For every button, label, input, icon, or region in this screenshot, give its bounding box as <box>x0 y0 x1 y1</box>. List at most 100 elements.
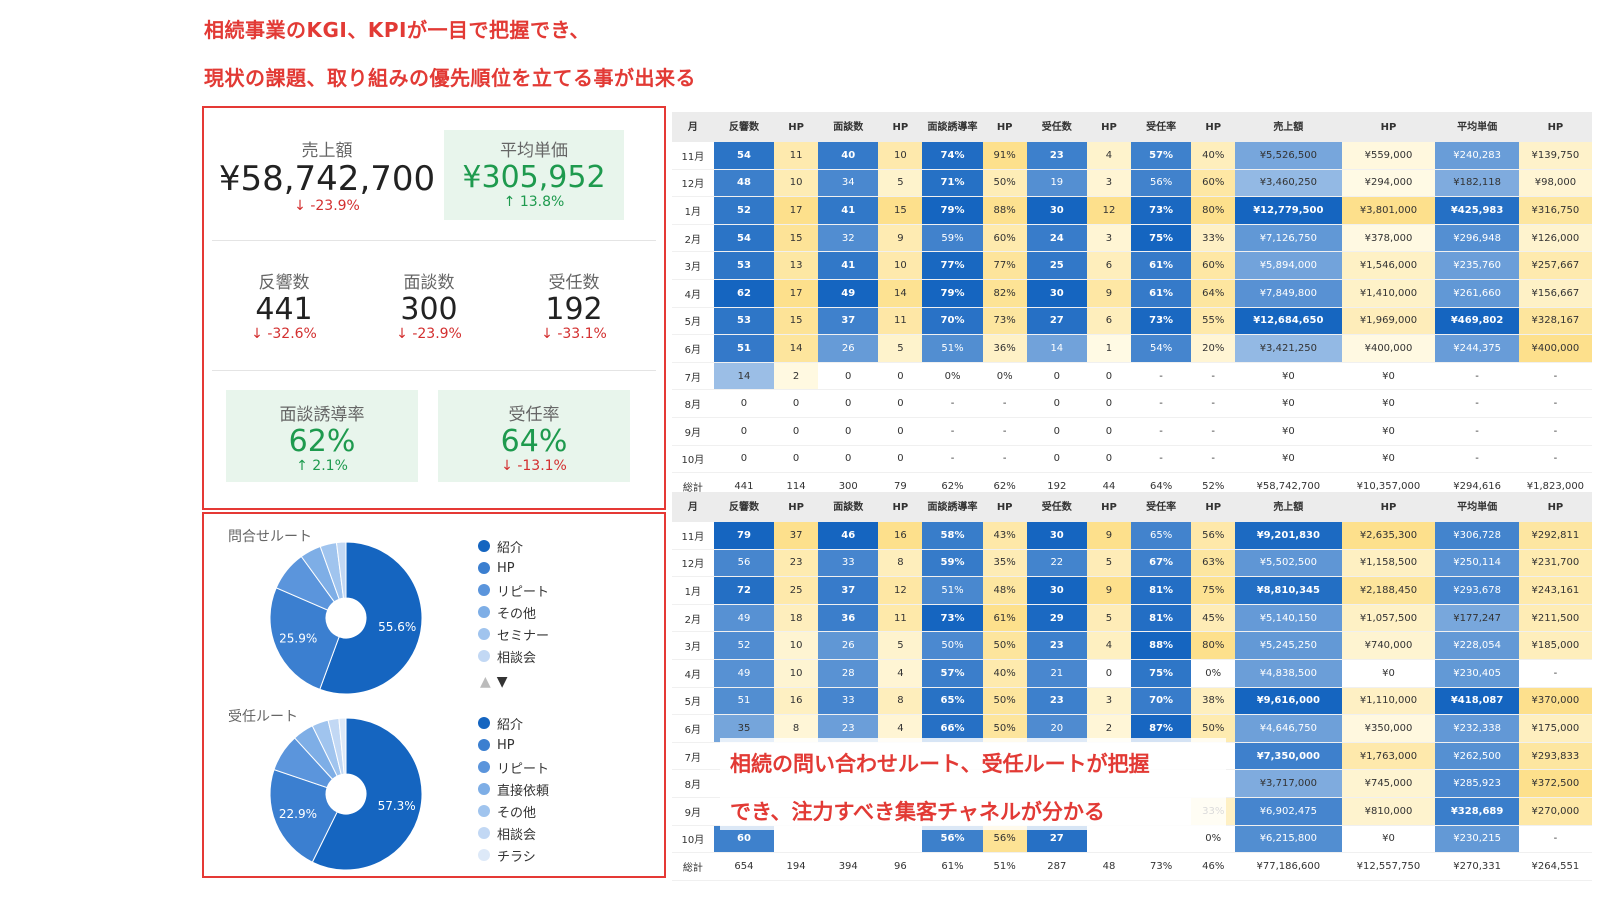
table-header-cell[interactable]: 面談数 <box>818 492 879 522</box>
table-row[interactable]: 8月 0 0 0 0- -0 0- - ¥0 ¥0- - <box>672 389 1592 418</box>
inquiry-route-legend-item[interactable]: セミナー <box>478 623 549 645</box>
table-cell: ¥1,057,500 <box>1341 604 1436 633</box>
inquiry-route-legend-item[interactable]: 紹介 <box>478 535 549 557</box>
table-row[interactable]: 3月 52 10 26 5 50% 50% 23 4 88% 80% ¥5,245,250 ¥740,0… <box>672 631 1592 660</box>
table-row[interactable]: 2月 49 18 36 11 73% 61% 29 5 81% 45% ¥5,140,150 ¥1,05… <box>672 604 1592 633</box>
table-row[interactable]: 4月 62 17 49 14 79% 82% 30 9 61% 64% ¥7,849,800 ¥1,41… <box>672 279 1592 308</box>
table-row[interactable]: 2月 54 15 32 9 59% 60% 24 3 75% 33% ¥7,126,750 ¥378,0… <box>672 224 1592 253</box>
kpi-sales[interactable]: 売上額 ¥58,742,700 ↓ -23.9% <box>216 136 438 214</box>
inquiry-route-slice-1[interactable] <box>319 541 423 695</box>
table-header-cell[interactable]: 面談誘導率 <box>922 492 983 522</box>
kpi-avg-price[interactable]: 平均単価 ¥305,952 ↑ 13.8% <box>444 130 624 220</box>
kpi-responses[interactable]: 反響数 441 ↓ -32.6% <box>224 268 344 342</box>
table-header-cell[interactable]: HP <box>774 492 818 522</box>
table-header-cell[interactable]: HP <box>878 492 923 522</box>
legend-dot-icon <box>478 606 490 618</box>
inquiry-route-legend-item[interactable]: リピート <box>478 579 549 601</box>
table-row[interactable]: 1月 52 17 41 15 79% 88% 30 12 73% 80% ¥12,779,500 ¥3,… <box>672 196 1592 225</box>
table-row[interactable]: 3月 53 13 41 10 77% 77% 25 6 61% 60% ¥5,894,000 ¥1,54… <box>672 251 1592 280</box>
table-header-cell[interactable]: HP <box>878 112 923 142</box>
contract-route-donut: 57.3% 22.9% <box>269 717 423 871</box>
table-header-cell[interactable]: 反響数 <box>713 492 775 522</box>
legend-dot-icon <box>478 783 490 795</box>
inquiry-route-slice-2[interactable] <box>269 587 340 690</box>
table-cell: 4 <box>878 659 923 688</box>
contract-route-slice-1[interactable] <box>311 717 423 871</box>
table-header-cell[interactable]: HP <box>774 112 818 142</box>
table-header-cell[interactable]: 受任率 <box>1130 492 1192 522</box>
table-cell: 51% <box>922 334 983 363</box>
table-header-cell[interactable]: 受任率 <box>1130 112 1192 142</box>
pager-down-icon[interactable]: ▼ <box>496 674 508 690</box>
table-cell: 1月 <box>672 576 714 605</box>
table-cell: ¥740,000 <box>1341 631 1436 660</box>
table-row[interactable]: 10月 0 0 0 0- -0 0- - ¥0 ¥0- - <box>672 445 1592 474</box>
table-header-cell[interactable]: HP <box>1191 112 1236 142</box>
contract-route-legend-item[interactable]: 直接依頼 <box>478 778 549 800</box>
table-header-cell[interactable]: HP <box>1341 492 1436 522</box>
table-header-cell[interactable]: HP <box>1518 112 1592 142</box>
table-row[interactable]: 6月 51 14 26 5 51% 36% 14 1 54% 20% ¥3,421,250 ¥400,0… <box>672 334 1592 363</box>
table-header-cell[interactable]: 売上額 <box>1235 492 1342 522</box>
kpi-contract-rate[interactable]: 受任率 64% ↓ -13.1% <box>438 390 630 482</box>
legend-dot-icon <box>478 739 490 751</box>
table-cell: 10 <box>878 251 923 280</box>
table-row[interactable]: 11月 54 11 40 10 74% 91% 23 4 57% 40% ¥5,526,500 ¥559… <box>672 142 1592 170</box>
table-row[interactable]: 12月 48 10 34 5 71% 50% 19 3 56% 60% ¥3,460,250 ¥294,… <box>672 169 1592 198</box>
table-header-cell[interactable]: 平均単価 <box>1435 492 1519 522</box>
inquiry-route-legend-item[interactable]: 相談会 <box>478 645 549 667</box>
contract-route-slice-7[interactable] <box>338 717 347 775</box>
kpi-interviews[interactable]: 面談数 300 ↓ -23.9% <box>369 268 489 342</box>
table-row[interactable]: 9月 0 0 0 0- -0 0- - ¥0 ¥0- - <box>672 417 1592 446</box>
inquiry-route-slice-6[interactable] <box>335 541 347 599</box>
table-cell: - <box>1191 362 1236 391</box>
contract-route-legend-item[interactable]: HP <box>478 734 549 756</box>
inquiry-route-legend-item[interactable]: HP <box>478 557 549 579</box>
table-header-cell[interactable]: HP <box>982 112 1027 142</box>
table-row[interactable]: 1月 72 25 37 12 51% 48% 30 9 81% 75% ¥8,810,345 ¥2,18… <box>672 576 1592 605</box>
table-header-cell[interactable]: 面談誘導率 <box>922 112 983 142</box>
legend-pager[interactable]: ▲ ▼ <box>480 674 508 690</box>
kpi-interview-rate[interactable]: 面談誘導率 62% ↑ 2.1% <box>226 390 418 482</box>
table-header-cell[interactable]: 受任数 <box>1026 112 1088 142</box>
table-header-cell[interactable]: HP <box>1191 492 1236 522</box>
table-cell: 51 <box>713 687 775 716</box>
table-cell: 12 <box>1087 196 1131 225</box>
table-cell: 91% <box>982 142 1027 170</box>
table-header-cell[interactable]: HP <box>1341 112 1436 142</box>
contract-route-legend-item[interactable]: チラシ <box>478 844 549 866</box>
table-cell: 4月 <box>672 279 714 308</box>
kpi-contracts[interactable]: 受任数 192 ↓ -33.1% <box>514 268 634 342</box>
table-cell: 9 <box>1087 522 1131 550</box>
contract-route-legend-item[interactable]: その他 <box>478 800 549 822</box>
table-header-cell[interactable]: 売上額 <box>1235 112 1342 142</box>
table-cell: ¥244,375 <box>1435 334 1519 363</box>
table-header-cell[interactable]: HP <box>1518 492 1592 522</box>
legend-label: 相談会 <box>497 650 537 666</box>
contract-route-legend-item[interactable]: 紹介 <box>478 712 549 734</box>
table-header-cell[interactable]: HP <box>1087 112 1131 142</box>
table-header-cell[interactable]: 平均単価 <box>1435 112 1519 142</box>
table-cell: 10 <box>774 169 818 198</box>
table-header-cell[interactable]: 月 <box>672 492 714 522</box>
table-row[interactable]: 7月 14 2 0 0 0% 0% 0 0- - ¥0 ¥0- - <box>672 362 1592 391</box>
contract-route-legend-item[interactable]: 相談会 <box>478 822 549 844</box>
table-row[interactable]: 11月 79 37 46 16 58% 43% 30 9 65% 56% ¥9,201,830 ¥2,6… <box>672 522 1592 550</box>
table-row[interactable]: 12月 56 23 33 8 59% 35% 22 5 67% 63% ¥5,502,500 ¥1,15… <box>672 549 1592 578</box>
table-cell: ¥156,667 <box>1518 279 1592 308</box>
table-row[interactable]: 5月 51 16 33 8 65% 50% 23 3 70% 38% ¥9,616,000 ¥1,110… <box>672 687 1592 716</box>
contract-route-legend-item[interactable]: リピート <box>478 756 549 778</box>
table-header-cell[interactable]: HP <box>1087 492 1131 522</box>
pager-up-icon[interactable]: ▲ <box>480 674 491 690</box>
table-header-cell[interactable]: 月 <box>672 112 714 142</box>
inquiry-route-legend-item[interactable]: その他 <box>478 601 549 623</box>
table-cell: 0 <box>1087 659 1131 688</box>
table-header-cell[interactable]: 反響数 <box>713 112 775 142</box>
table-header-cell[interactable]: 面談数 <box>818 112 879 142</box>
table-header-cell[interactable]: 受任数 <box>1026 492 1088 522</box>
contract-route-slice-2[interactable] <box>269 768 338 863</box>
table-row[interactable]: 4月 49 10 28 4 57% 40% 21 0 75% 0% ¥4,838,500 ¥0 ¥230,… <box>672 659 1592 688</box>
table-header-cell[interactable]: HP <box>982 492 1027 522</box>
table-row[interactable]: 5月 53 15 37 11 70% 73% 27 6 73% 55% ¥12,684,650 ¥1,9… <box>672 307 1592 336</box>
table-cell: ¥262,500 <box>1435 742 1519 771</box>
